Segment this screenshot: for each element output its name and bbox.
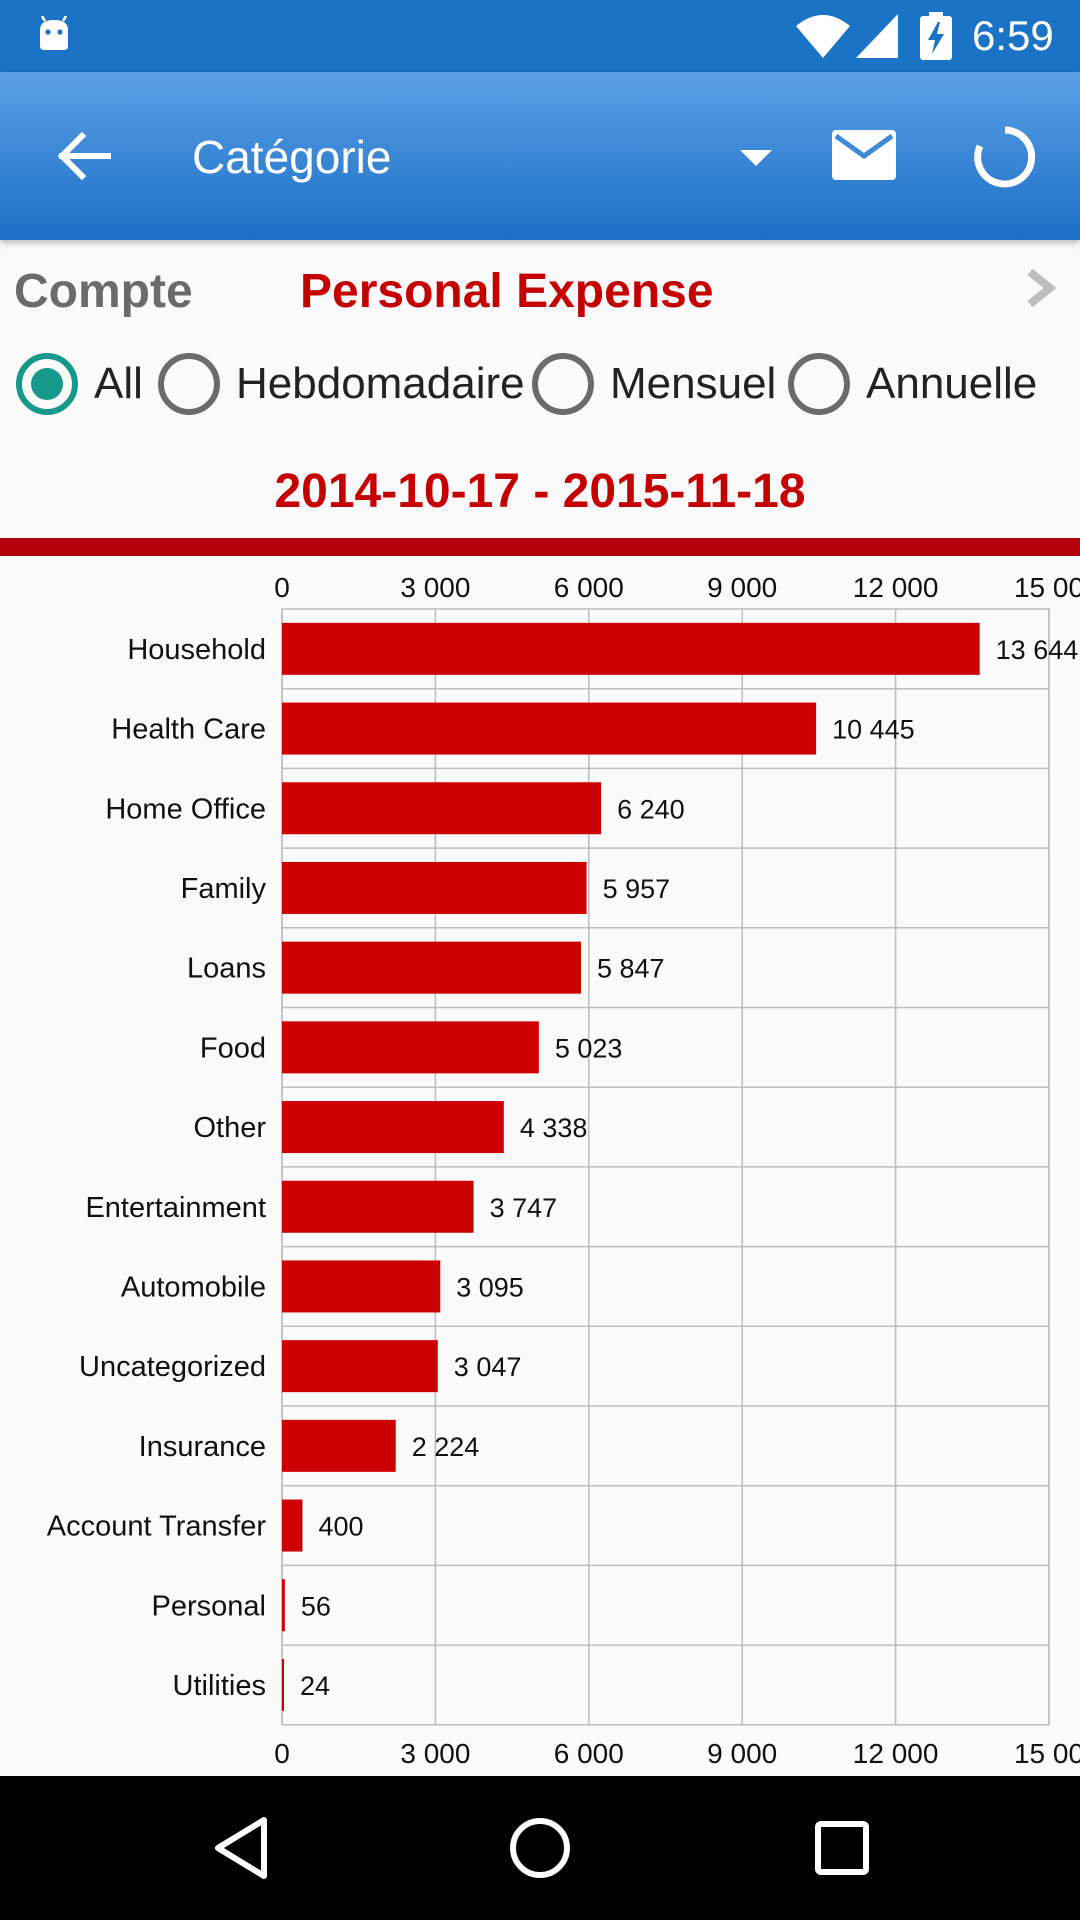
- bar-value-label: 3 747: [490, 1193, 558, 1223]
- radio-weekly[interactable]: Hebdomadaire: [158, 348, 525, 420]
- bar-family: [282, 861, 587, 914]
- bar-food: [282, 1021, 539, 1074]
- battery-charging-icon: [920, 12, 952, 60]
- account-row: Compte Personal Expense: [0, 240, 1080, 340]
- axis-tick-label-bottom: 6 000: [554, 1738, 624, 1769]
- date-range: 2014-10-17 - 2015-11-18: [274, 465, 806, 518]
- axis-tick-label-top: 6 000: [554, 572, 624, 603]
- bar-utilities: [282, 1658, 284, 1711]
- account-label: Compte: [14, 265, 193, 318]
- axis-tick-label-bottom: 0: [274, 1738, 290, 1769]
- category-label: Uncategorized: [79, 1351, 266, 1383]
- period-radio-group: All Hebdomadaire Mensuel Annuelle: [0, 348, 1080, 420]
- bar-value-label: 56: [301, 1591, 331, 1621]
- mail-icon[interactable]: [830, 120, 898, 192]
- chart-canvas: 0 0 3 000 3 000 6 000 6 000 9 000 9 000 12 000 12…: [47, 572, 1080, 1769]
- axis-tick-label-top: 9 000: [707, 572, 777, 603]
- bar-value-label: 4 338: [520, 1113, 588, 1143]
- signal-icon: [856, 14, 898, 58]
- category-label: Household: [127, 634, 266, 666]
- bar-household: [282, 622, 980, 675]
- bar-value-label: 400: [318, 1512, 363, 1542]
- axis-tick-label-bottom: 9 000: [707, 1738, 777, 1769]
- bar-personal: [282, 1579, 285, 1632]
- account-name[interactable]: Personal Expense: [300, 265, 714, 318]
- axis-tick-label-bottom: 12 000: [853, 1738, 939, 1769]
- radio-monthly[interactable]: Mensuel: [532, 348, 776, 420]
- category-label: Automobile: [121, 1271, 266, 1303]
- bar-loans: [282, 941, 581, 994]
- nav-back-icon[interactable]: [208, 1812, 280, 1884]
- category-label: Health Care: [111, 714, 266, 746]
- bar-value-label: 5 957: [603, 874, 671, 904]
- axis-tick-label-top: 0: [274, 572, 290, 603]
- divider: [0, 538, 1080, 556]
- refresh-icon[interactable]: [972, 124, 1038, 190]
- axis-tick-label-top: 12 000: [853, 572, 939, 603]
- category-bar-chart[interactable]: 0 0 3 000 3 000 6 000 6 000 9 000 9 000 12 000 12…: [0, 556, 1080, 1776]
- bar-account-transfer: [282, 1499, 303, 1552]
- nav-home-icon[interactable]: [504, 1812, 576, 1884]
- radio-unchecked-icon: [532, 353, 594, 415]
- navigation-bar: [0, 1776, 1080, 1920]
- bar-insurance: [282, 1419, 396, 1472]
- bar-value-label: 3 095: [456, 1272, 524, 1302]
- bar-value-label: 5 847: [597, 954, 665, 984]
- back-arrow-icon[interactable]: [52, 124, 116, 188]
- category-label: Family: [181, 873, 267, 905]
- category-label: Insurance: [139, 1431, 266, 1463]
- category-label: Other: [193, 1112, 266, 1144]
- clock: 6:59: [972, 12, 1054, 59]
- status-bar: 6:59: [0, 0, 1080, 72]
- radio-unchecked-icon: [788, 353, 850, 415]
- bar-value-label: 6 240: [617, 794, 685, 824]
- category-label: Food: [200, 1032, 266, 1064]
- category-label: Utilities: [173, 1670, 266, 1702]
- axis-tick-label-bottom: 3 000: [400, 1738, 470, 1769]
- axis-tick-label-top: 15 00: [1014, 572, 1080, 603]
- bar-value-label: 13 644: [996, 635, 1079, 665]
- bar-value-label: 24: [300, 1671, 330, 1701]
- radio-checked-icon: [16, 353, 78, 415]
- radio-yearly[interactable]: Annuelle: [788, 348, 1037, 420]
- bar-entertainment: [282, 1180, 474, 1233]
- app-bar: Catégorie: [0, 72, 1080, 240]
- bar-uncategorized: [282, 1340, 438, 1393]
- nav-recents-icon[interactable]: [806, 1812, 878, 1884]
- axis-tick-label-bottom: 15 00: [1014, 1738, 1080, 1769]
- category-label: Loans: [187, 953, 266, 985]
- category-label: Entertainment: [85, 1192, 266, 1224]
- category-label: Home Office: [105, 793, 266, 825]
- category-label: Personal: [152, 1590, 266, 1622]
- bar-other: [282, 1101, 504, 1154]
- dropdown-icon[interactable]: [740, 148, 772, 168]
- bar-health-care: [282, 702, 817, 755]
- category-label: Account Transfer: [47, 1511, 267, 1543]
- android-debug-icon: [40, 16, 68, 50]
- page-title[interactable]: Catégorie: [192, 131, 392, 183]
- bar-value-label: 2 224: [412, 1432, 480, 1462]
- wifi-icon: [796, 15, 850, 58]
- bar-value-label: 5 023: [555, 1033, 623, 1063]
- bar-automobile: [282, 1260, 441, 1313]
- bar-value-label: 3 047: [454, 1352, 522, 1382]
- axis-tick-label-top: 3 000: [400, 572, 470, 603]
- bar-value-label: 10 445: [832, 715, 915, 745]
- chevron-right-icon[interactable]: [1024, 266, 1058, 310]
- radio-unchecked-icon: [158, 353, 220, 415]
- bar-home-office: [282, 782, 602, 835]
- radio-all[interactable]: All: [16, 348, 143, 420]
